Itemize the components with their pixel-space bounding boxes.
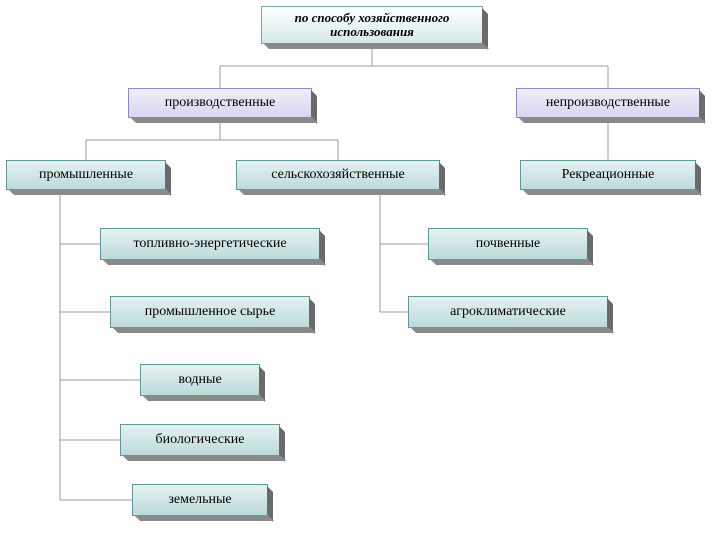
node-agroclimatic: агроклиматические xyxy=(408,296,608,328)
node-label: сельскохозяйственные xyxy=(271,167,405,182)
node-water: водные xyxy=(140,364,260,396)
node-label: топливно-энергетические xyxy=(133,236,286,251)
node-industrial: промышленные xyxy=(6,160,166,190)
node-raw-materials: промышленное сырье xyxy=(110,296,310,328)
node-label: биологические xyxy=(156,432,245,447)
node-label: Рекреационные xyxy=(562,167,655,182)
node-biological: биологические xyxy=(120,424,280,456)
node-soil: почвенные xyxy=(428,228,588,260)
node-nonproduction: непроизводственные xyxy=(516,88,700,118)
node-fuel-energy: топливно-энергетические xyxy=(100,228,320,260)
node-label: по способу хозяйственного использования xyxy=(266,11,478,40)
node-recreational: Рекреационные xyxy=(520,160,696,190)
node-production: производственные xyxy=(128,88,312,118)
node-label: непроизводственные xyxy=(546,95,670,110)
node-label: земельные xyxy=(168,492,231,507)
node-root: по способу хозяйственного использования xyxy=(261,6,483,44)
connector-lines xyxy=(0,0,720,540)
node-label: водные xyxy=(178,372,221,387)
node-label: промышленные xyxy=(39,167,133,182)
node-land: земельные xyxy=(132,484,268,516)
node-label: промышленное сырье xyxy=(145,304,276,319)
node-label: почвенные xyxy=(476,236,541,251)
node-agricultural: сельскохозяйственные xyxy=(236,160,440,190)
node-label: агроклиматические xyxy=(450,304,566,319)
node-label: производственные xyxy=(165,95,275,110)
